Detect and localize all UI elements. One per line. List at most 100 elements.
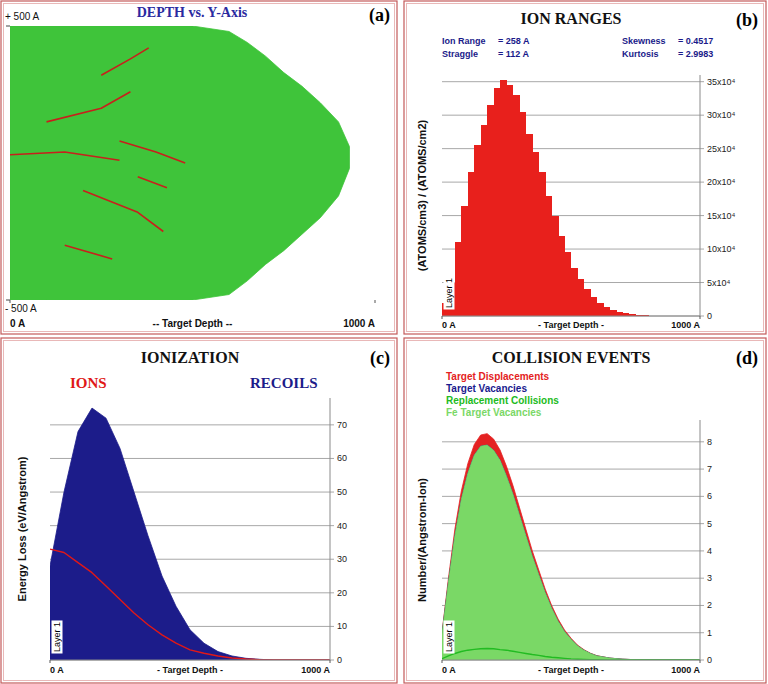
y-tick-label: 30x10⁴ (707, 110, 736, 120)
histogram-bar (487, 105, 494, 316)
x-tick-label: 0 A (50, 665, 64, 675)
y-tick-label: 1 (707, 628, 712, 638)
x-tick-label: 1000 A (671, 665, 700, 675)
histogram-bar (597, 303, 604, 316)
stat-label: Ion Range (442, 36, 486, 46)
stat-label: Kurtosis (622, 49, 659, 59)
y-axis-title: Energy Loss (eV/Angstrom) (16, 456, 28, 601)
y-tick-label: 20 (337, 588, 347, 598)
area (442, 445, 700, 660)
stat-value: = 258 A (498, 36, 530, 46)
y-tick-label: 7 (707, 464, 712, 474)
panel-frame-inner (407, 341, 764, 681)
x-axis-title: - Target Depth - (538, 320, 604, 330)
histogram-bar (461, 206, 468, 316)
tick-mark (442, 660, 443, 663)
layer-label-group: Layer 1 (444, 276, 455, 309)
panel-frame-inner (4, 341, 395, 681)
y-axis-line (700, 420, 701, 660)
legend-entry: Target Displacements (446, 371, 550, 382)
line (442, 649, 700, 660)
y-tick-label: 3 (707, 573, 712, 583)
histogram-bar (494, 88, 501, 316)
y-tick-label: 20x10⁴ (707, 177, 736, 187)
area (50, 408, 330, 660)
chart-title: DEPTH vs. Y-Axis (137, 5, 248, 20)
tick-mark (6, 300, 10, 301)
y-tick-label: 5x10⁴ (707, 278, 731, 288)
histogram-bar (519, 112, 526, 316)
tick-mark (6, 26, 10, 27)
plot-marks (50, 408, 330, 660)
histogram-bar (468, 172, 475, 316)
y-axis-line (700, 75, 701, 316)
legend-entry: Target Vacancies (446, 383, 527, 394)
y-tick-label: 2 (707, 600, 712, 610)
y-tick-label: - 500 A (5, 303, 37, 314)
y-axis-title-group: (ATOMS/cm3) / (ATOMS/cm2) (416, 119, 428, 271)
plot-marks (10, 26, 349, 300)
histogram-bar (474, 145, 481, 316)
area (442, 445, 700, 660)
y-tick-label: 70 (337, 420, 347, 430)
plot-marks (442, 434, 700, 660)
histogram-bar (545, 196, 552, 317)
panel-frame (404, 1, 766, 334)
area (442, 434, 700, 660)
x-tick-label: 1000 A (671, 320, 700, 330)
tick-mark (330, 660, 331, 663)
panel-frame-inner (407, 4, 764, 332)
tick-mark (375, 300, 376, 303)
y-axis-title-group: Energy Loss (eV/Angstrom) (16, 456, 28, 601)
stat-label: Skewness (622, 36, 666, 46)
x-axis-line (442, 316, 700, 317)
histogram-bar (500, 80, 507, 316)
y-tick-label: 35x10⁴ (707, 77, 736, 87)
chart-title: ION RANGES (521, 10, 622, 27)
y-tick-label: 8 (707, 437, 712, 447)
grid-line (50, 660, 334, 661)
layer-label: Layer 1 (444, 622, 454, 652)
x-tick-label: 1000 A (301, 665, 330, 675)
stat-value: = 112 A (498, 49, 529, 59)
layer-label: Layer 1 (52, 622, 62, 652)
layer-label-group: Layer 1 (444, 620, 455, 653)
panel-frame (1, 338, 397, 683)
histogram-bar (552, 216, 559, 316)
y-tick-label: 40 (337, 521, 347, 531)
histogram-bar (558, 236, 565, 316)
x-axis-line (50, 660, 330, 661)
x-axis-title: - Target Depth - (157, 665, 223, 675)
y-tick-label: 25x10⁴ (707, 144, 736, 154)
chart-title: IONIZATION (141, 349, 240, 366)
layer-label-group: Layer 1 (52, 620, 63, 653)
histogram-bar (513, 95, 520, 316)
layer-label: Layer 1 (444, 278, 454, 308)
y-tick-label: 10x10⁴ (707, 244, 736, 254)
legend-entry: Replacement Collisions (446, 395, 559, 406)
x-axis-title: - Target Depth - (538, 665, 604, 675)
panel-letter: (a) (369, 5, 390, 26)
panel-frame (1, 1, 397, 334)
histogram-bar (603, 307, 610, 316)
panel-letter: (b) (736, 10, 758, 31)
label-patch (444, 620, 455, 653)
histogram-bar (584, 289, 591, 316)
y-axis-title-group: Number/(Angstrom-Ion) (416, 478, 428, 602)
y-tick-label: + 500 A (5, 11, 40, 22)
y-tick-label: 0 (707, 655, 712, 665)
y-tick-label: 4 (707, 546, 712, 556)
x-tick-label: 0 A (442, 320, 456, 330)
plot-marks (442, 80, 662, 316)
y-tick-label: 0 (707, 311, 712, 321)
legend-entry: RECOILS (250, 375, 318, 391)
label-patch (444, 276, 455, 309)
grid-line (442, 81, 704, 82)
x-tick-label: 0 A (10, 318, 25, 329)
label-patch (52, 620, 63, 653)
histogram-bar (539, 172, 546, 316)
y-tick-label: 10 (337, 621, 347, 631)
y-axis-title: Number/(Angstrom-Ion) (416, 478, 428, 602)
x-tick-label: 1000 A (343, 318, 375, 329)
chart-title: COLLISION EVENTS (492, 349, 651, 366)
